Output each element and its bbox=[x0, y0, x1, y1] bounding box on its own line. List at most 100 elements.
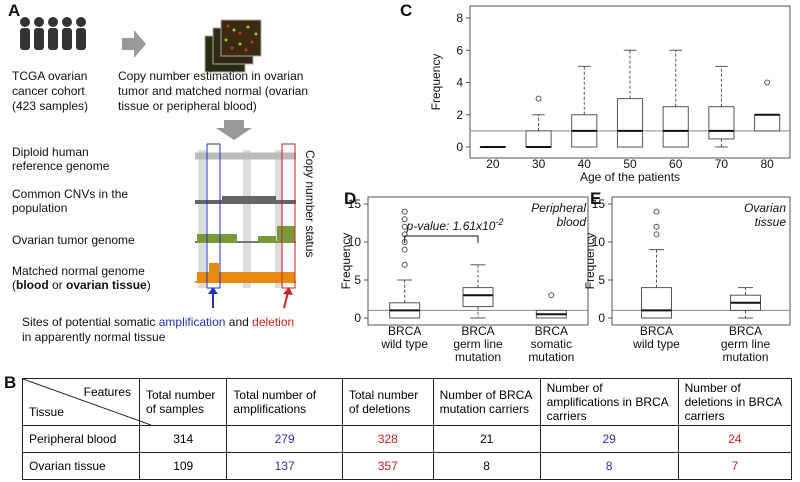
corner-text: Features bbox=[83, 385, 131, 399]
text: or bbox=[49, 278, 66, 292]
outlier bbox=[764, 79, 771, 86]
x-tick-label: 60 bbox=[669, 157, 683, 171]
outlier bbox=[548, 292, 555, 299]
outlier bbox=[401, 261, 408, 268]
track-label: (blood or ovarian tissue) bbox=[12, 278, 151, 292]
x-tick-label: 20 bbox=[486, 157, 500, 171]
y-tick-label: 4 bbox=[456, 76, 463, 90]
outlier bbox=[535, 95, 542, 102]
cell: 357 bbox=[341, 452, 434, 480]
corner-text: Tissue bbox=[29, 405, 64, 419]
box bbox=[525, 130, 552, 148]
sites-text: in apparently normal tissue bbox=[22, 330, 166, 344]
cell: 137 bbox=[226, 452, 343, 480]
text: ) bbox=[147, 278, 151, 292]
outlier bbox=[401, 216, 408, 223]
x-tick-label: BRCA bbox=[640, 324, 673, 338]
y-tick-label: 8 bbox=[456, 11, 463, 25]
y-axis-label: Frequency bbox=[583, 233, 597, 290]
x-tick-label: BRCA bbox=[535, 324, 568, 338]
microarray-icon bbox=[204, 19, 262, 73]
x-tick-label: mutation bbox=[722, 350, 768, 364]
cohort-text: (423 samples) bbox=[12, 99, 88, 113]
track-label: population bbox=[12, 201, 67, 215]
header-cell: Total number of samples bbox=[138, 378, 228, 426]
text: ovarian tissue bbox=[66, 278, 147, 292]
x-tick-label: BRCA bbox=[388, 324, 421, 338]
plot-frame bbox=[367, 196, 589, 326]
corner-cell: Features Tissue bbox=[22, 378, 151, 426]
box bbox=[754, 114, 781, 132]
p-value: p-value: 1.61x10-2 bbox=[406, 217, 504, 233]
text: deletion bbox=[252, 315, 294, 329]
box bbox=[662, 106, 689, 148]
header-cell: Number of deletions in BRCA carriers bbox=[677, 378, 793, 426]
cell: 8 bbox=[539, 452, 679, 480]
x-tick-label: germ line bbox=[721, 337, 771, 351]
x-tick-label: 70 bbox=[715, 157, 729, 171]
diagonal bbox=[23, 379, 151, 425]
cell: 21 bbox=[432, 425, 541, 453]
x-axis-label: Age of the patients bbox=[580, 170, 680, 184]
y-tick-label: 2 bbox=[456, 108, 463, 122]
y-tick-label: 10 bbox=[592, 235, 606, 249]
x-tick-label: wild type bbox=[380, 337, 428, 351]
panel-label: C bbox=[400, 1, 412, 20]
estimation-text: tumor and matched normal (ovarian bbox=[118, 84, 308, 98]
text: blood bbox=[16, 278, 49, 292]
x-tick-label: BRCA bbox=[729, 324, 762, 338]
y-tick-label: 0 bbox=[598, 311, 605, 325]
cell: 24 bbox=[677, 425, 793, 453]
panel-label: E bbox=[590, 189, 601, 208]
y-tick-label: 5 bbox=[598, 273, 605, 287]
row-label: Peripheral blood bbox=[22, 425, 140, 453]
text: Sites of potential somatic bbox=[22, 315, 159, 329]
track-label: reference genome bbox=[12, 159, 110, 173]
box bbox=[641, 287, 672, 319]
x-tick-label: BRCA bbox=[461, 324, 494, 338]
panel-label: D bbox=[344, 189, 356, 208]
x-tick-label: 50 bbox=[623, 157, 637, 171]
y-axis-label: Frequency bbox=[429, 54, 443, 111]
cell: 328 bbox=[341, 425, 434, 453]
sites-text: Sites of potential somatic amplification… bbox=[22, 315, 294, 329]
outlier bbox=[401, 208, 408, 215]
cell: 7 bbox=[677, 452, 793, 480]
y-tick-label: 0 bbox=[354, 311, 361, 325]
arrow bbox=[122, 30, 146, 58]
annotation: Peripheral bbox=[531, 201, 586, 215]
cohort-text: TCGA ovarian bbox=[12, 69, 87, 83]
outlier bbox=[653, 223, 660, 230]
cell: 109 bbox=[138, 452, 228, 480]
genome-tracks bbox=[195, 143, 296, 309]
x-tick-label: wild type bbox=[632, 337, 680, 351]
track-label: Matched normal genome bbox=[12, 264, 145, 278]
y-tick-label: 10 bbox=[348, 235, 362, 249]
outlier bbox=[401, 223, 408, 230]
x-tick-label: mutation bbox=[528, 350, 574, 364]
annotation: Ovarian bbox=[744, 201, 786, 215]
cohort-icon bbox=[20, 17, 86, 50]
y-tick-label: 6 bbox=[456, 43, 463, 57]
estimation-text: tissue or peripheral blood) bbox=[118, 99, 257, 113]
y-tick-label: 15 bbox=[592, 197, 606, 211]
y-axis-label: Frequency bbox=[339, 233, 353, 290]
panel-label: B bbox=[4, 373, 16, 392]
header-cell: Total number of amplifications bbox=[226, 378, 343, 426]
outlier bbox=[653, 208, 660, 215]
track-label: Ovarian tumor genome bbox=[12, 233, 135, 247]
text: and bbox=[225, 315, 252, 329]
header-cell: Total number of deletions bbox=[341, 378, 434, 426]
outlier bbox=[401, 246, 408, 253]
header-cell: Number of BRCA mutation carriers bbox=[432, 378, 541, 426]
text: ( bbox=[12, 278, 16, 292]
x-tick-label: germ line bbox=[453, 337, 503, 351]
significance-bracket bbox=[404, 235, 479, 243]
x-tick-label: somatic bbox=[531, 337, 572, 351]
outlier bbox=[653, 231, 660, 238]
y-tick-label: 0 bbox=[456, 140, 463, 154]
cell: 279 bbox=[226, 425, 343, 453]
annotation: blood bbox=[557, 215, 587, 229]
